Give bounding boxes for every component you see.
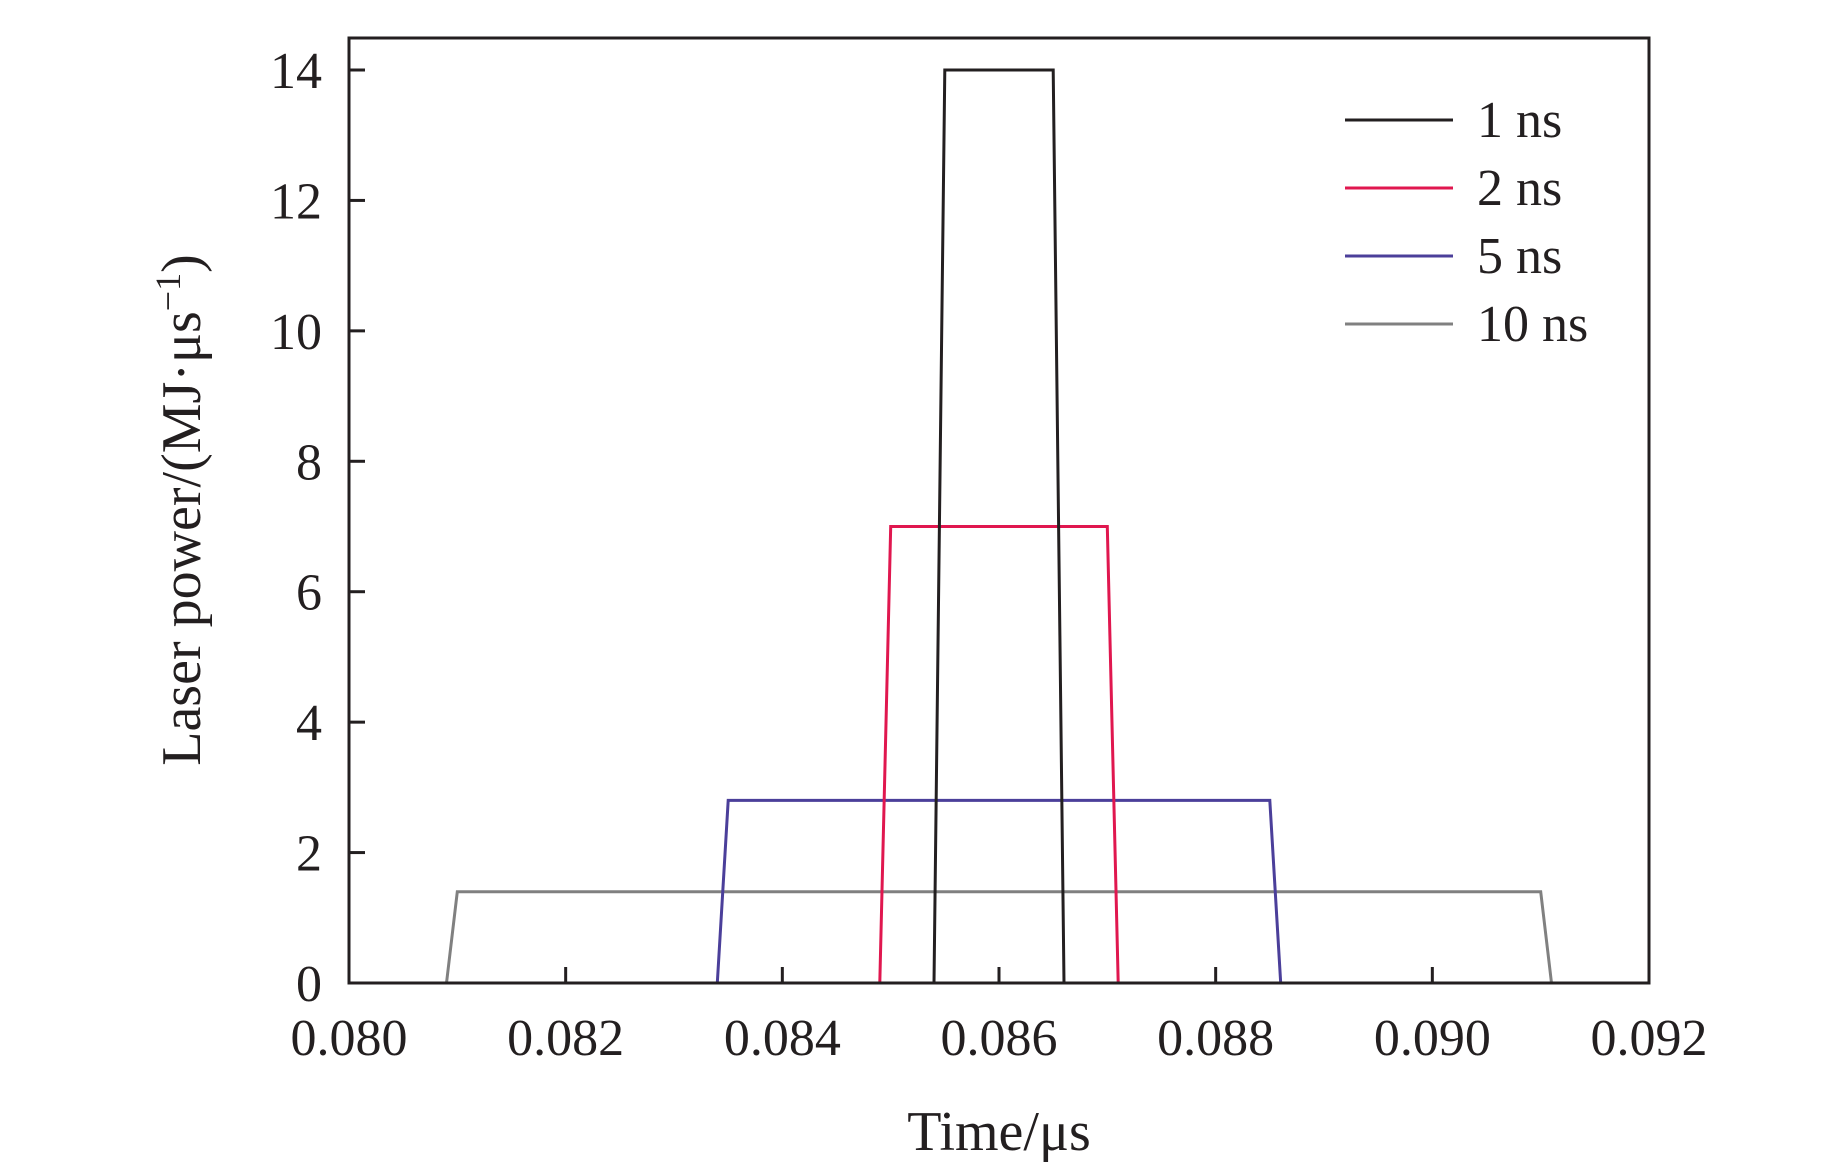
x-tick-label: 0.086	[941, 1010, 1058, 1067]
legend-label-2ns: 2 ns	[1477, 160, 1562, 217]
y-axis-title-superscript: −1	[148, 273, 188, 311]
y-tick-label: 6	[296, 565, 322, 622]
legend-label-5ns: 5 ns	[1477, 228, 1562, 285]
y-tick-label: 12	[270, 173, 322, 230]
legend-label-10ns: 10 ns	[1477, 296, 1588, 353]
series-line-5ns	[715, 798, 1283, 984]
y-tick-label: 8	[296, 434, 322, 491]
y-axis-title: Laser power/(MJ·μs−1)	[148, 254, 213, 766]
plot-frame	[347, 36, 1651, 985]
ticks-layer: 0.080 0.082 0.084 0.086 0.088 0.090 0.092 0 2 4 6 8…	[270, 43, 1708, 1067]
x-axis-title: Time/μs	[907, 1101, 1091, 1163]
y-axis-title-close: )	[151, 254, 213, 273]
x-tick-label: 0.088	[1157, 1010, 1274, 1067]
x-tick-label: 0.080	[291, 1010, 408, 1067]
x-tick-label: 0.092	[1591, 1010, 1708, 1067]
x-tick-label: 0.082	[507, 1010, 624, 1067]
y-tick-label: 2	[296, 826, 322, 883]
y-axis-title-main: Laser power/(MJ·μs	[151, 311, 213, 766]
x-tick-label: 0.090	[1374, 1010, 1491, 1067]
series-line-2ns	[878, 525, 1120, 984]
y-tick-label: 14	[270, 43, 322, 100]
legend-label-1ns: 1 ns	[1477, 92, 1562, 149]
y-tick-label: 4	[296, 695, 322, 752]
legend: 1 ns 2 ns 5 ns 10 ns	[1345, 92, 1588, 353]
series-layer	[445, 68, 1553, 984]
y-tick-label: 0	[296, 956, 322, 1013]
y-tick-label: 10	[270, 304, 322, 361]
series-line-10ns	[445, 890, 1553, 984]
series-line-1ns	[932, 68, 1066, 984]
x-tick-label: 0.084	[724, 1010, 841, 1067]
